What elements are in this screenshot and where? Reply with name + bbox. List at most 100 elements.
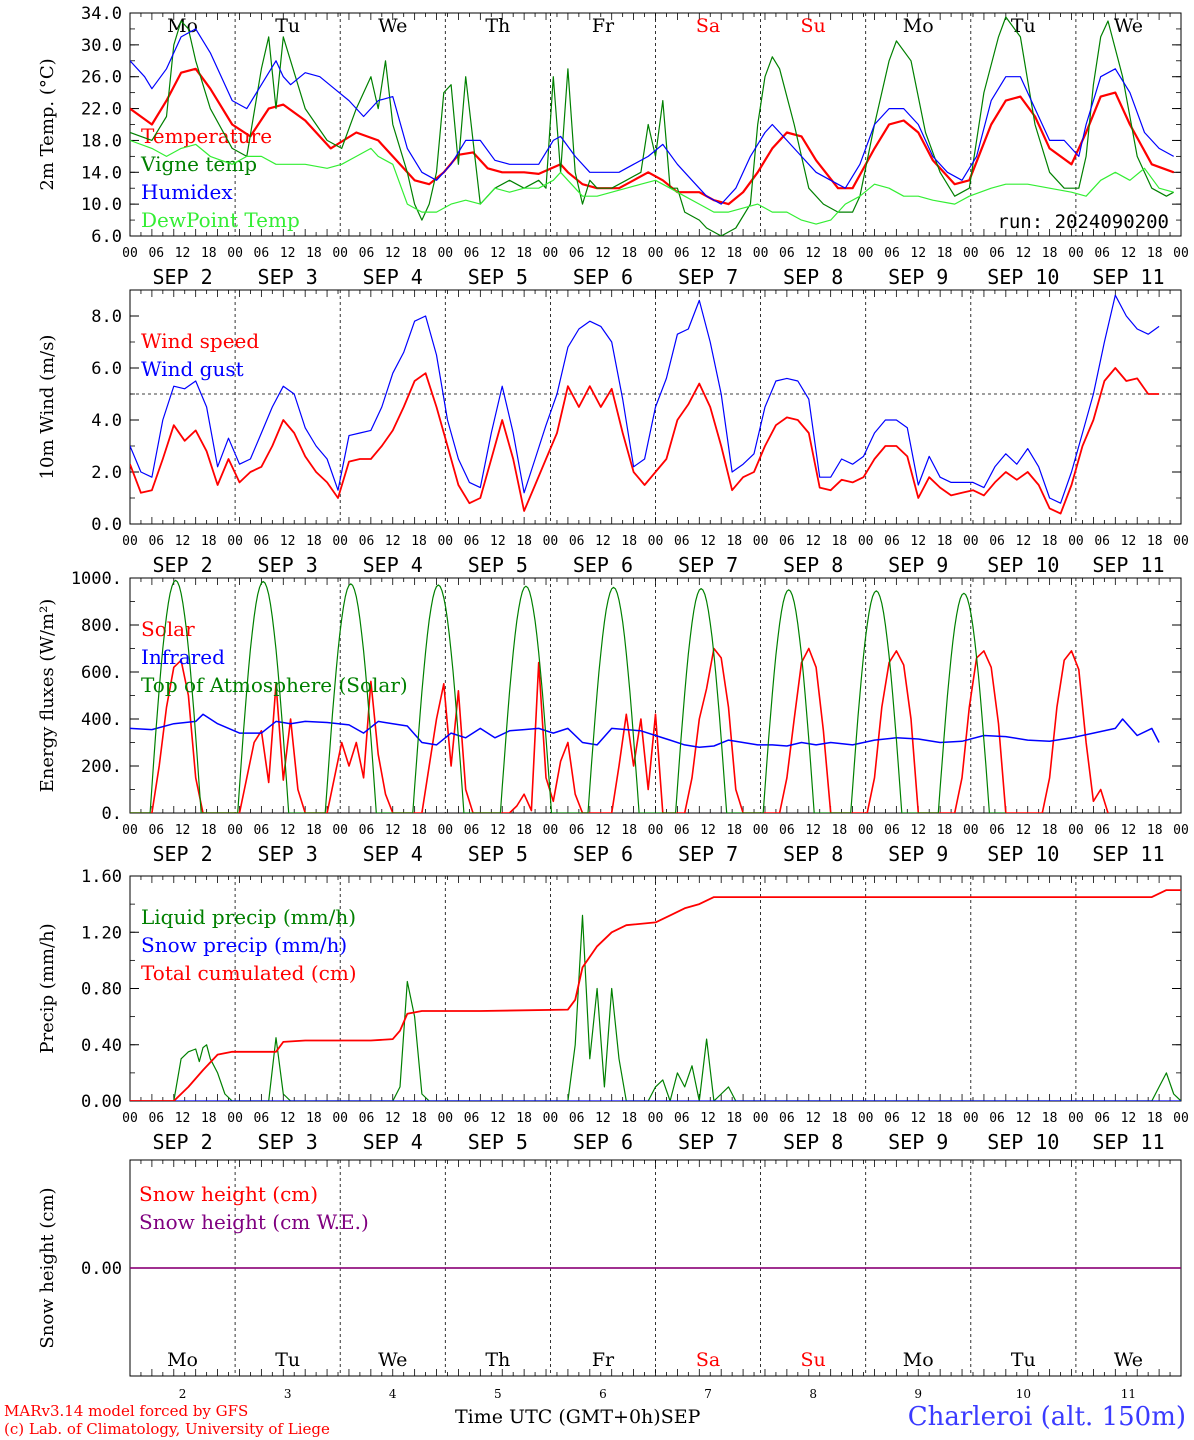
weekday-label: Tu bbox=[1011, 1349, 1036, 1371]
hour-label: 12 bbox=[910, 1111, 926, 1126]
day-number-label: 6 bbox=[599, 1387, 607, 1401]
hour-label: 18 bbox=[832, 823, 848, 838]
hour-label: 18 bbox=[306, 534, 322, 549]
legend-entry: Wind speed bbox=[141, 329, 259, 353]
hour-label: 18 bbox=[306, 1111, 322, 1126]
y-axis-label: Snow height (cm) bbox=[37, 1187, 58, 1348]
hour-label: 06 bbox=[989, 534, 1005, 549]
y-tick-label: 0.00 bbox=[81, 1092, 122, 1112]
date-label: SEP 8 bbox=[783, 1130, 843, 1154]
date-label: SEP 4 bbox=[363, 1130, 423, 1154]
y-tick-label: 26.0 bbox=[81, 68, 122, 88]
legend-entry: Snow precip (mm/h) bbox=[141, 933, 347, 957]
y-axis-label: 10m Wind (m/s) bbox=[37, 335, 58, 480]
hour-label: 00 bbox=[648, 1111, 664, 1126]
date-label: SEP 7 bbox=[678, 265, 738, 289]
weekday-label: Mo bbox=[903, 15, 934, 37]
hour-label: 12 bbox=[385, 823, 401, 838]
hour-label: 06 bbox=[148, 1111, 164, 1126]
hour-label: 00 bbox=[1173, 534, 1189, 549]
hour-label: 18 bbox=[726, 823, 742, 838]
series-line bbox=[130, 294, 1160, 504]
hour-label: 00 bbox=[437, 823, 453, 838]
panel-4: 0.00 0.40 0.80 1.20 1.60 Precip (mm/h) 00 06 12 1… bbox=[37, 867, 1189, 1154]
weekday-label: Mo bbox=[167, 1349, 198, 1371]
hour-label: 12 bbox=[805, 823, 821, 838]
hour-label: 00 bbox=[858, 246, 874, 261]
hour-label: 00 bbox=[227, 823, 243, 838]
hour-label: 12 bbox=[175, 823, 191, 838]
hour-label: 06 bbox=[1094, 1111, 1110, 1126]
day-number-label: 3 bbox=[284, 1387, 292, 1401]
y-tick-label: 22.0 bbox=[81, 100, 122, 120]
weekday-label: Mo bbox=[903, 1349, 934, 1371]
legend-entry: Vigne temp bbox=[140, 152, 257, 176]
hour-label: 00 bbox=[227, 1111, 243, 1126]
lab-credit: (c) Lab. of Climatology, University of L… bbox=[4, 1420, 330, 1438]
legend-entry: Infrared bbox=[141, 645, 225, 669]
hour-label: 06 bbox=[359, 1111, 375, 1126]
weekday-label: Fr bbox=[592, 15, 615, 37]
hour-label: 00 bbox=[122, 246, 138, 261]
legend-entry: Wind gust bbox=[141, 357, 244, 381]
day-number-label: 8 bbox=[809, 1387, 817, 1401]
hour-label: 00 bbox=[963, 534, 979, 549]
y-tick-label: 1.60 bbox=[81, 867, 122, 887]
hour-label: 06 bbox=[779, 1111, 795, 1126]
hour-label: 06 bbox=[884, 534, 900, 549]
day-number-label: 2 bbox=[179, 1387, 187, 1401]
hour-label: 06 bbox=[779, 823, 795, 838]
date-label: SEP 10 bbox=[987, 553, 1059, 577]
hour-label: 18 bbox=[1147, 1111, 1163, 1126]
hour-label: 18 bbox=[937, 823, 953, 838]
series-line bbox=[130, 16, 1174, 236]
hour-label: 12 bbox=[1016, 823, 1032, 838]
hour-label: 18 bbox=[411, 1111, 427, 1126]
date-label: SEP 7 bbox=[678, 842, 738, 866]
date-label: SEP 3 bbox=[258, 842, 318, 866]
hour-label: 00 bbox=[753, 823, 769, 838]
date-label: SEP 5 bbox=[468, 265, 528, 289]
hour-label: 06 bbox=[674, 246, 690, 261]
hour-label: 00 bbox=[543, 246, 559, 261]
series-line bbox=[130, 139, 1174, 225]
date-label: SEP 3 bbox=[258, 1130, 318, 1154]
hour-label: 06 bbox=[254, 246, 270, 261]
panel-2: 0.0 2.0 4.0 6.0 8.0 10m Wind (m/s) 00 06 12 18 00 0… bbox=[37, 289, 1189, 577]
y-tick-label: 18.0 bbox=[81, 131, 122, 151]
date-label: SEP 9 bbox=[888, 842, 948, 866]
hour-label: 12 bbox=[385, 534, 401, 549]
y-tick-label: 0. bbox=[102, 804, 122, 824]
date-label: SEP 6 bbox=[573, 265, 633, 289]
hour-label: 06 bbox=[359, 823, 375, 838]
y-axis-label: 2m Temp. (°C) bbox=[37, 58, 58, 190]
day-number-label: 4 bbox=[389, 1387, 397, 1401]
weekday-label: Mo bbox=[167, 15, 198, 37]
hour-label: 12 bbox=[1016, 534, 1032, 549]
hour-label: 12 bbox=[805, 1111, 821, 1126]
hour-label: 00 bbox=[437, 1111, 453, 1126]
hour-label: 18 bbox=[201, 534, 217, 549]
hour-label: 18 bbox=[1042, 534, 1058, 549]
hour-label: 12 bbox=[175, 246, 191, 261]
hour-label: 18 bbox=[1147, 246, 1163, 261]
hour-label: 18 bbox=[621, 246, 637, 261]
date-label: SEP 6 bbox=[573, 1130, 633, 1154]
hour-label: 00 bbox=[227, 534, 243, 549]
hour-label: 12 bbox=[280, 1111, 296, 1126]
weekday-label: Sa bbox=[696, 1349, 720, 1371]
date-label: SEP 11 bbox=[1092, 842, 1164, 866]
y-tick-label: 6.0 bbox=[91, 359, 122, 379]
hour-label: 12 bbox=[490, 246, 506, 261]
hour-label: 00 bbox=[1068, 534, 1084, 549]
y-tick-label: 4.0 bbox=[91, 411, 122, 431]
hour-label: 12 bbox=[1121, 246, 1137, 261]
legend-entry: DewPoint Temp bbox=[141, 208, 300, 232]
date-label: SEP 3 bbox=[258, 553, 318, 577]
hour-label: 06 bbox=[1094, 534, 1110, 549]
date-label: SEP 9 bbox=[888, 265, 948, 289]
hour-label: 00 bbox=[1173, 823, 1189, 838]
hour-label: 12 bbox=[910, 823, 926, 838]
hour-label: 06 bbox=[1094, 246, 1110, 261]
hour-label: 18 bbox=[1042, 823, 1058, 838]
